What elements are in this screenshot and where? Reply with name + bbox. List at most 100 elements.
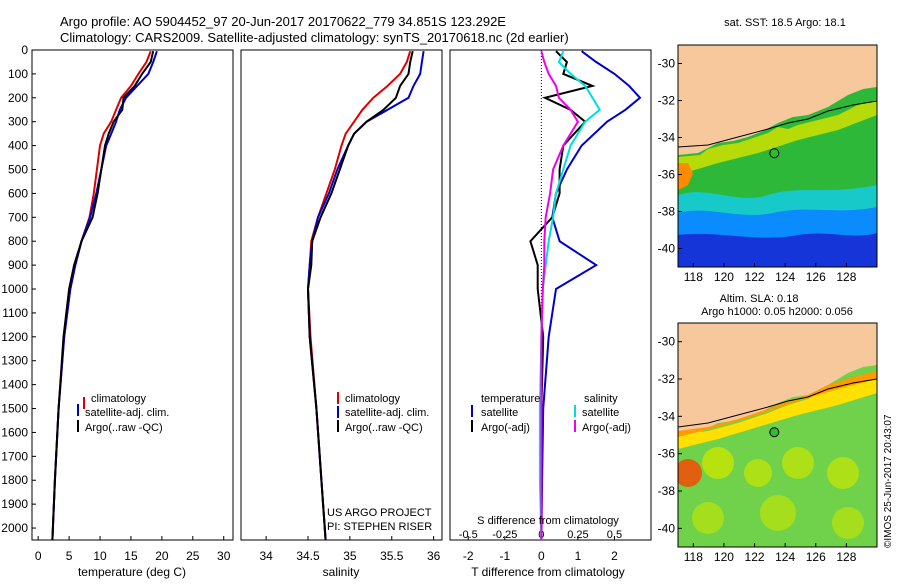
x-tick-label: 25	[186, 549, 200, 563]
y-tick-label: 1900	[1, 497, 28, 511]
y-tick-label: -30	[658, 335, 676, 349]
legend-label-climatology: climatology	[91, 393, 147, 405]
s-tick-label: 0.5	[607, 529, 622, 541]
eddy	[782, 447, 814, 479]
y-tick-label: -34	[658, 131, 676, 145]
x-tick-label: 35.5	[380, 549, 404, 563]
sla-map-title: Altim. SLA: 0.18	[720, 293, 799, 305]
sla-map-image	[678, 323, 877, 547]
eddy	[832, 507, 864, 539]
s-tick-label: -0.5	[459, 529, 478, 541]
x-tick-label: 10	[93, 549, 107, 563]
legend-label-argo: Argo(..raw -QC)	[85, 422, 163, 434]
x-tick-label: 126	[806, 270, 826, 284]
eddy	[702, 447, 734, 479]
series-line-t-satellite	[540, 50, 642, 541]
difference-series	[529, 50, 642, 541]
argo-float-marker	[769, 427, 780, 438]
y-tick-label: -40	[658, 521, 676, 535]
x-tick-label: 2	[611, 549, 618, 563]
x-tick-label: 20	[155, 549, 169, 563]
sst-map-axes: 118 120 122 124 126 128 -30 -32 -34 -36 -38 -40	[658, 57, 857, 285]
salinity-panel: 34 34.5 35 35.5 36 salinity climatology sate…	[240, 49, 443, 579]
y-tick-label: -30	[658, 57, 676, 71]
credit-label: ©IMOS 25-Jun-2017 20:43:07	[883, 414, 894, 548]
x-tick-label: 128	[836, 550, 856, 564]
sla-map-axes: 118 120 122 124 126 128 -30 -32 -34 -36 -38 -40	[658, 335, 857, 564]
eddy	[692, 502, 724, 534]
s-difference-label: S difference from climatology	[477, 515, 619, 527]
salinity-x-axis: 34 34.5 35 35.5 36	[259, 536, 441, 563]
y-tick-label: 500	[8, 163, 28, 177]
y-tick-label: 1100	[2, 306, 28, 320]
temperature-xlabel: temperature (deg C)	[78, 565, 186, 579]
sla-map-frame	[677, 322, 878, 548]
depth-axis: 0 100 200 300 400 500 600 700 800 900 1000 1100 1200…	[1, 43, 36, 535]
y-tick-label: 1800	[1, 473, 28, 487]
coldest-zone	[678, 233, 877, 267]
temperature-series	[51, 50, 158, 541]
legend-label-argo: Argo(..raw -QC)	[345, 422, 423, 434]
argo-float-marker	[769, 148, 780, 159]
legend-label-climatology: climatology	[345, 393, 401, 405]
x-tick-label: 36	[427, 549, 441, 563]
x-tick-label: 118	[684, 550, 703, 564]
y-tick-label: -38	[658, 205, 676, 219]
salinity-xlabel: salinity	[323, 565, 360, 579]
warm-eddy	[678, 459, 702, 487]
temperature-panel: 0100200300400500600700800900100011001200…	[1, 43, 234, 579]
x-tick-label: 34	[259, 549, 273, 563]
x-tick-label: 0	[538, 549, 545, 563]
y-tick-label: 600	[8, 186, 28, 200]
y-tick-label: 1000	[1, 282, 28, 296]
y-tick-label: -38	[658, 484, 676, 498]
y-tick-label: 0	[21, 43, 28, 57]
y-tick-label: -32	[658, 94, 676, 108]
t-difference-label: T difference from climatology	[471, 565, 625, 579]
x-tick-label: 1	[575, 549, 582, 563]
legend-label-s-argo: Argo(-adj)	[582, 422, 631, 434]
eddy	[744, 459, 772, 487]
x-tick-label: -2	[463, 549, 474, 563]
x-tick-label: 5	[66, 549, 73, 563]
x-tick-label: 118	[684, 270, 703, 284]
header-line1: Argo profile: AO 5904452_97 20-Jun-2017 …	[60, 14, 506, 29]
contour-line	[678, 100, 877, 148]
x-tick-label: 124	[775, 270, 795, 284]
legend-label-t-argo: Argo(-adj)	[481, 422, 530, 434]
series-line-argo-raw-qc-	[51, 50, 155, 541]
y-tick-label: 200	[8, 91, 28, 105]
difference-plot-frame	[449, 49, 652, 541]
y-tick-label: 1200	[1, 330, 28, 344]
x-tick-label: 30	[217, 549, 231, 563]
ocean-area	[678, 365, 877, 547]
series-line-argo-raw-qc-	[306, 50, 414, 541]
legend-label-satellite: satellite-adj. clim.	[345, 407, 429, 419]
x-tick-label: 15	[124, 549, 138, 563]
difference-panel: -2 -1 0 1 2-0.5 -0.25 0 0.25 0.5 S difference fr…	[449, 49, 652, 579]
sla-map-subtitle: Argo h1000: 0.05 h2000: 0.056	[701, 306, 853, 318]
x-tick-label: -1	[499, 549, 510, 563]
y-tick-label: -32	[658, 372, 676, 386]
header-line2: Climatology: CARS2009. Satellite-adjuste…	[60, 30, 569, 45]
warm-patch	[678, 163, 693, 190]
sst-map-frame	[677, 44, 878, 268]
eddy	[827, 457, 859, 489]
y-tick-label: 700	[8, 210, 28, 224]
x-tick-label: 122	[745, 550, 765, 564]
contour-line	[678, 378, 877, 428]
y-tick-label: -36	[658, 447, 676, 461]
sst-map-title: sat. SST: 18.5 Argo: 18.1	[724, 17, 846, 29]
project-label: US ARGO PROJECT	[327, 507, 432, 519]
y-tick-label: 900	[8, 258, 28, 272]
x-tick-label: 126	[806, 550, 826, 564]
eddy	[760, 495, 796, 531]
high-sla-band	[678, 375, 877, 449]
salinity-plot-frame	[240, 49, 443, 541]
s-tick-label: -0.25	[492, 529, 517, 541]
x-tick-label: 122	[745, 270, 765, 284]
legend-title-temperature: temperature	[481, 393, 540, 405]
y-tick-label: 1700	[1, 449, 28, 463]
x-tick-label: 120	[714, 270, 734, 284]
